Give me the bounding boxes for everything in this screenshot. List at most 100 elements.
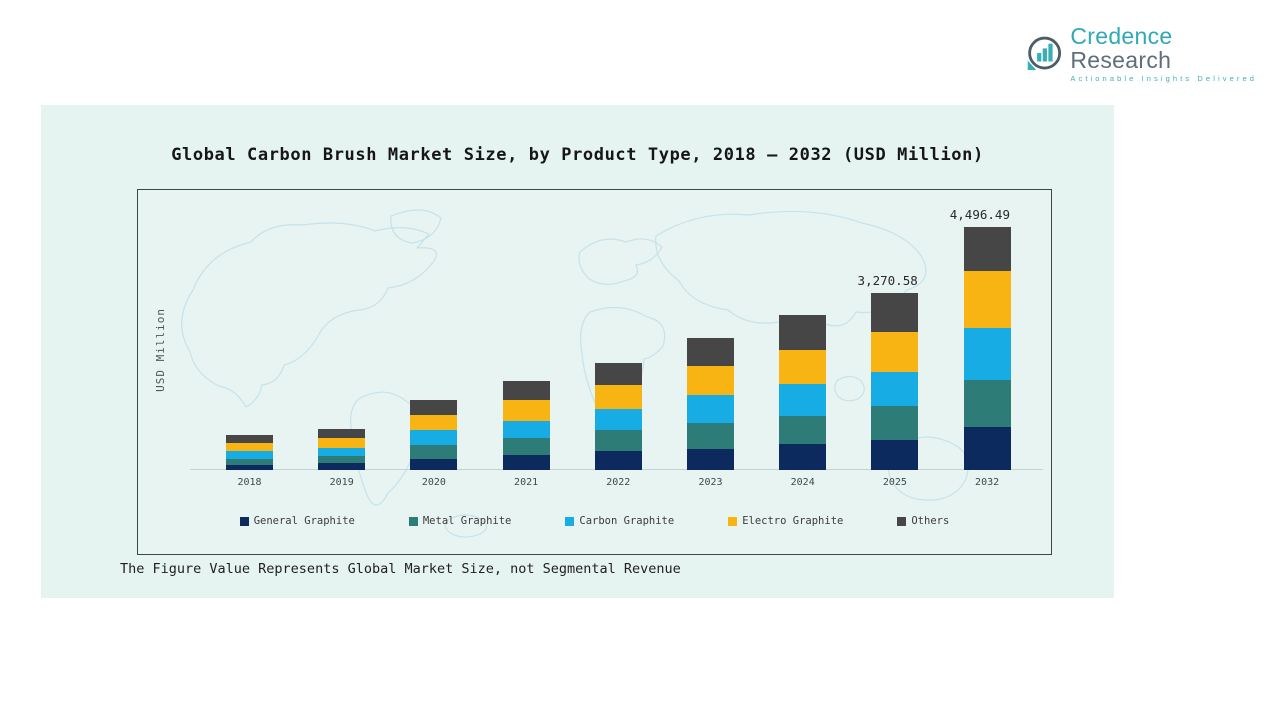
segment-carbon-graphite <box>502 420 550 439</box>
segment-electro-graphite <box>594 385 642 410</box>
bar-stack-2019 <box>318 429 366 470</box>
bar-stack-2024 <box>779 314 827 470</box>
bar-stack-2025 <box>871 293 919 470</box>
legend-label-carbon-graphite: Carbon Graphite <box>579 515 675 527</box>
bar-2024: 2024 <box>779 314 827 488</box>
segment-electro-graphite <box>226 443 273 452</box>
bar-stack-2032 <box>963 227 1011 470</box>
legend-swatch-carbon-graphite <box>565 516 575 526</box>
bar-2019: 2019 <box>318 429 366 488</box>
segment-general-graphite <box>871 439 919 470</box>
legend-item-electro-graphite: Electro Graphite <box>728 515 843 527</box>
segment-electro-graphite <box>963 271 1011 328</box>
footnote: The Figure Value Represents Global Marke… <box>120 561 681 577</box>
segment-metal-graphite <box>318 456 366 463</box>
segment-others <box>594 362 642 386</box>
segment-metal-graphite <box>226 458 273 466</box>
chart-panel: Global Carbon Brush Market Size, by Prod… <box>41 105 1114 598</box>
segment-electro-graphite <box>779 349 827 384</box>
segment-others <box>318 429 366 438</box>
segment-electro-graphite <box>502 400 550 421</box>
x-tick-2021: 2021 <box>514 477 539 488</box>
legend-label-general-graphite: General Graphite <box>253 515 355 527</box>
x-tick-2019: 2019 <box>329 477 354 488</box>
segment-electro-graphite <box>318 437 366 448</box>
segment-general-graphite <box>410 458 458 470</box>
bar-stack-2018 <box>226 435 273 470</box>
bar-stack-2023 <box>687 338 734 470</box>
segment-carbon-graphite <box>779 384 827 416</box>
segment-carbon-graphite <box>871 372 919 407</box>
x-tick-2023: 2023 <box>698 477 723 488</box>
bar-2020: 2020 <box>410 400 458 488</box>
segment-metal-graphite <box>871 406 919 440</box>
brand-name-primary: Credence <box>1070 23 1173 49</box>
x-tick-2018: 2018 <box>237 477 262 488</box>
bar-2021: 2021 <box>502 380 550 488</box>
brand-logo: Credence Research Actionable Insights De… <box>1024 24 1267 83</box>
segment-metal-graphite <box>779 415 827 444</box>
legend-label-others: Others <box>911 515 950 527</box>
legend-label-electro-graphite: Electro Graphite <box>742 515 844 527</box>
legend-item-metal-graphite: Metal Graphite <box>408 515 512 527</box>
segment-others <box>502 380 550 401</box>
segment-others <box>963 227 1011 272</box>
bar-2018: 2018 <box>226 435 273 488</box>
segment-carbon-graphite <box>687 395 734 423</box>
segment-general-graphite <box>502 454 550 470</box>
segment-carbon-graphite <box>318 447 366 456</box>
x-tick-2022: 2022 <box>606 477 631 488</box>
segment-carbon-graphite <box>410 429 458 445</box>
legend-label-metal-graphite: Metal Graphite <box>422 515 512 527</box>
total-label-2032: 4,496.49 <box>949 207 1010 223</box>
bar-2022: 2022 <box>594 362 642 488</box>
segment-carbon-graphite <box>963 327 1011 381</box>
legend-swatch-others <box>897 516 907 526</box>
x-tick-2024: 2024 <box>790 477 815 488</box>
plot-area: USD Million 2018 2019 2020 2021 2022 2023 2024… <box>137 189 1052 555</box>
segment-general-graphite <box>226 465 273 470</box>
chart-title: Global Carbon Brush Market Size, by Prod… <box>171 145 984 165</box>
legend-item-others: Others <box>897 515 949 527</box>
segment-others <box>410 400 458 416</box>
segment-others <box>779 314 827 350</box>
segment-metal-graphite <box>410 444 458 459</box>
bar-2032: 4,496.49 2032 <box>950 207 1011 488</box>
segment-metal-graphite <box>687 422 734 449</box>
brand-name: Credence Research <box>1070 24 1267 72</box>
segment-general-graphite <box>687 448 734 470</box>
brand-name-secondary: Research <box>1070 47 1172 73</box>
brand-logo-text: Credence Research Actionable Insights De… <box>1070 24 1267 83</box>
bar-2023: 2023 <box>687 338 734 488</box>
legend: General Graphite Metal Graphite Carbon Gra… <box>138 515 1051 527</box>
legend-swatch-metal-graphite <box>408 516 418 526</box>
segment-electro-graphite <box>687 366 734 396</box>
x-tick-2032: 2032 <box>975 477 1000 488</box>
legend-swatch-general-graphite <box>239 516 249 526</box>
bar-stack-2022 <box>594 362 642 470</box>
bar-2025: 3,270.58 2025 <box>858 273 919 488</box>
segment-metal-graphite <box>963 380 1011 428</box>
brand-logo-icon <box>1027 36 1062 70</box>
segment-general-graphite <box>318 463 366 470</box>
segment-others <box>871 293 919 332</box>
segment-metal-graphite <box>502 438 550 455</box>
segment-electro-graphite <box>871 331 919 373</box>
segment-general-graphite <box>779 444 827 470</box>
legend-item-general-graphite: General Graphite <box>239 515 355 527</box>
x-tick-2020: 2020 <box>421 477 446 488</box>
segment-electro-graphite <box>410 415 458 430</box>
segment-carbon-graphite <box>594 409 642 430</box>
segment-general-graphite <box>963 427 1011 470</box>
x-tick-2025: 2025 <box>882 477 907 488</box>
brand-tagline: Actionable Insights Delivered <box>1070 74 1257 83</box>
segment-metal-graphite <box>594 429 642 452</box>
segment-others <box>226 435 273 444</box>
bar-stack-2020 <box>410 400 458 470</box>
legend-swatch-electro-graphite <box>728 516 738 526</box>
segment-others <box>687 338 734 367</box>
bar-stack-2021 <box>502 380 550 470</box>
segment-general-graphite <box>594 451 642 470</box>
y-axis-label: USD Million <box>154 308 167 392</box>
